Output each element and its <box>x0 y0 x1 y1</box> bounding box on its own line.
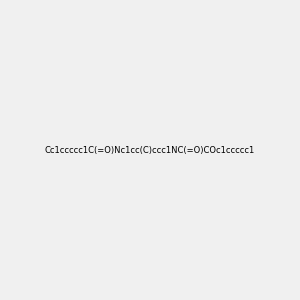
Text: Cc1ccccc1C(=O)Nc1cc(C)ccc1NC(=O)COc1ccccc1: Cc1ccccc1C(=O)Nc1cc(C)ccc1NC(=O)COc1cccc… <box>45 146 255 154</box>
